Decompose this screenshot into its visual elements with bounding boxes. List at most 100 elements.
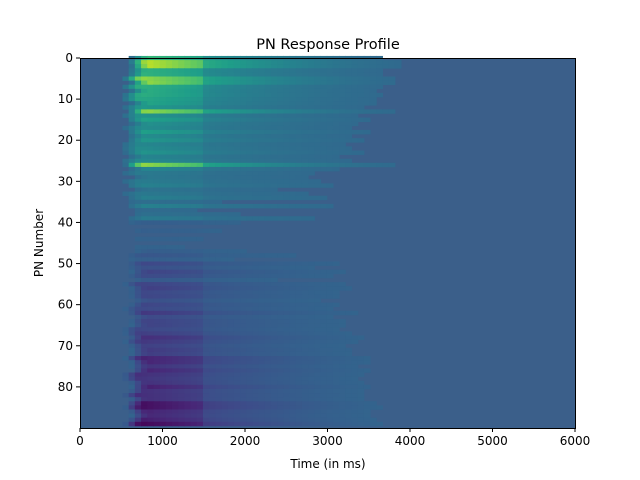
heatmap-cell — [314, 203, 322, 209]
heatmap-cell — [184, 92, 192, 98]
heatmap-cell — [283, 368, 291, 373]
heatmap-cell — [134, 380, 142, 386]
heatmap-cell — [314, 384, 322, 390]
heatmap-cell — [178, 101, 185, 106]
heatmap-cell — [351, 109, 359, 114]
heatmap-cell — [178, 121, 185, 127]
heatmap-cell — [270, 294, 278, 299]
heatmap-cell — [178, 158, 185, 164]
heatmap-cell — [190, 179, 198, 184]
heatmap-cell — [240, 121, 247, 127]
heatmap-cell — [147, 84, 155, 90]
heatmap-cell — [301, 372, 309, 377]
heatmap-cell — [332, 269, 340, 275]
heatmap-cell — [246, 158, 254, 164]
heatmap-cell — [252, 343, 260, 349]
heatmap-cell — [252, 203, 260, 209]
heatmap-cell — [283, 388, 291, 394]
heatmap-cell — [258, 388, 266, 394]
heatmap-cell — [141, 183, 148, 188]
heatmap-cell — [221, 117, 229, 123]
heatmap-cell — [196, 199, 204, 205]
heatmap-cell — [221, 105, 229, 110]
heatmap-cell — [264, 64, 272, 69]
heatmap-cell — [289, 84, 297, 90]
heatmap-cell — [134, 191, 142, 197]
heatmap-cell — [345, 421, 353, 427]
heatmap-cell — [345, 129, 353, 135]
heatmap-cell — [332, 261, 340, 266]
heatmap-cell — [128, 121, 136, 127]
heatmap-cell — [221, 282, 229, 287]
heatmap-cell — [153, 314, 161, 320]
heatmap-cell — [264, 191, 272, 197]
heatmap-cell — [332, 343, 340, 349]
heatmap-cell — [264, 138, 272, 143]
heatmap-cell — [141, 360, 148, 365]
heatmap-cell — [141, 343, 148, 349]
heatmap-cell — [184, 236, 192, 242]
heatmap-cell — [252, 179, 260, 184]
heatmap-cell — [264, 183, 272, 188]
heatmap-cell — [320, 203, 328, 209]
heatmap-cell — [382, 60, 390, 65]
heatmap-cell — [289, 121, 297, 127]
heatmap-cell — [314, 351, 322, 357]
heatmap-cell — [363, 417, 371, 423]
heatmap-cell — [147, 134, 155, 139]
heatmap-cell — [357, 335, 365, 340]
heatmap-cell — [308, 203, 315, 209]
heatmap-cell — [295, 171, 303, 176]
heatmap-cell — [246, 64, 254, 69]
heatmap-cell — [147, 129, 155, 135]
heatmap-cell — [159, 413, 167, 419]
heatmap-cell — [258, 175, 266, 180]
heatmap-cell — [264, 372, 272, 377]
heatmap-cell — [308, 179, 315, 184]
heatmap-cell — [339, 413, 346, 419]
heatmap-cell — [141, 138, 148, 143]
heatmap-cell — [277, 413, 284, 419]
heatmap-cell — [209, 212, 216, 217]
heatmap-cell — [326, 154, 334, 160]
heatmap-cell — [345, 360, 353, 365]
heatmap-cell — [277, 166, 284, 172]
heatmap-cell — [258, 269, 266, 275]
heatmap-cell — [258, 88, 266, 94]
heatmap-cell — [128, 384, 136, 390]
heatmap-cell — [196, 393, 204, 398]
heatmap-cell — [202, 80, 210, 86]
heatmap-cell — [190, 195, 198, 201]
heatmap-cell — [147, 401, 155, 406]
heatmap-cell — [240, 327, 247, 332]
heatmap-cell — [240, 421, 247, 427]
heatmap-cell — [252, 265, 260, 271]
heatmap-cell — [165, 208, 173, 213]
heatmap-cell — [147, 105, 155, 110]
heatmap-cell — [369, 68, 377, 73]
heatmap-cell — [159, 105, 167, 110]
heatmap-cell — [345, 97, 353, 102]
heatmap-cell — [283, 195, 291, 201]
heatmap-cell — [264, 368, 272, 373]
heatmap-cell — [246, 331, 254, 336]
heatmap-cell — [227, 220, 235, 225]
heatmap-cell — [221, 286, 229, 291]
heatmap-cell — [209, 314, 216, 320]
heatmap-cell — [159, 72, 167, 77]
heatmap-cell — [165, 249, 173, 254]
heatmap-cell — [128, 265, 136, 271]
heatmap-cell — [215, 105, 223, 110]
heatmap-cell — [159, 277, 167, 283]
heatmap-cell — [178, 212, 185, 217]
heatmap-cell — [332, 335, 340, 340]
heatmap-cell — [264, 356, 272, 361]
heatmap-cell — [165, 220, 173, 225]
heatmap-cell — [196, 179, 204, 184]
heatmap-cell — [270, 401, 278, 406]
heatmap-cell — [326, 319, 334, 324]
heatmap-cell — [215, 146, 223, 151]
heatmap-cell — [196, 360, 204, 365]
heatmap-cell — [190, 277, 198, 283]
heatmap-cell — [221, 393, 229, 398]
